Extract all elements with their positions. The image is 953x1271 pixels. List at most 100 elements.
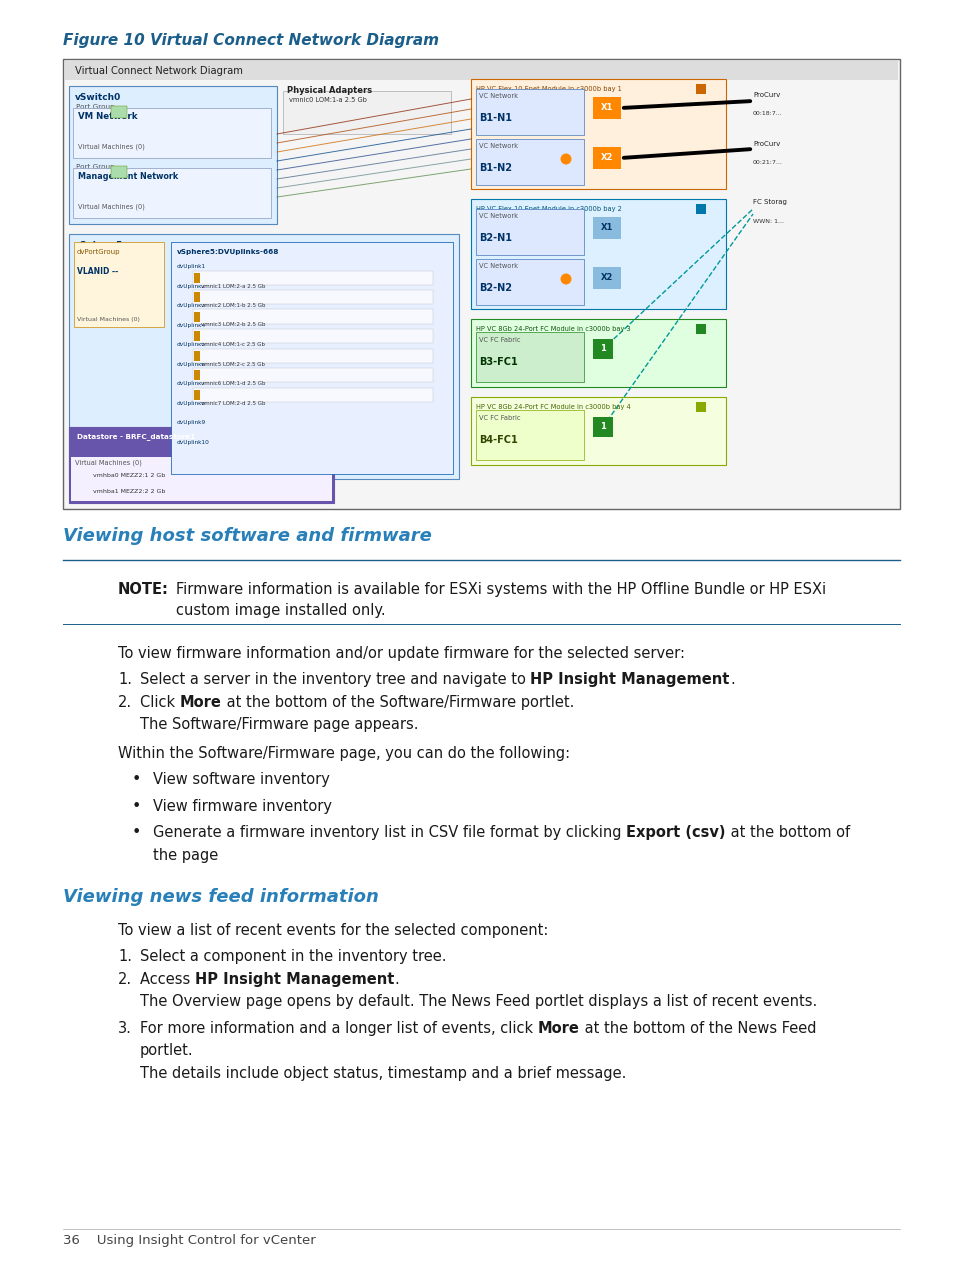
- Text: vmnic1 LOM:2-a 2.5 Gb: vmnic1 LOM:2-a 2.5 Gb: [201, 283, 265, 289]
- Text: Port Group: Port Group: [76, 164, 114, 170]
- Bar: [471, 79, 725, 189]
- Bar: [193, 310, 433, 324]
- Text: VC FC Fabric: VC FC Fabric: [478, 337, 520, 343]
- Text: Firmware information is available for ESXi systems with the HP Offline Bundle or: Firmware information is available for ES…: [175, 582, 825, 597]
- Text: at the bottom of the News Feed: at the bottom of the News Feed: [579, 1021, 815, 1036]
- Text: •: •: [132, 773, 141, 788]
- Text: 00:18:7...: 00:18:7...: [752, 111, 781, 116]
- Text: View firmware inventory: View firmware inventory: [152, 799, 332, 813]
- Bar: [476, 139, 583, 186]
- Bar: [193, 272, 200, 282]
- Text: HP VC 8Gb 24-Port FC Module in c3000b bay 4: HP VC 8Gb 24-Port FC Module in c3000b ba…: [476, 404, 630, 411]
- Bar: [593, 147, 620, 169]
- Text: Virtual Connect Network Diagram: Virtual Connect Network Diagram: [75, 66, 243, 75]
- Text: 1.: 1.: [118, 672, 132, 688]
- Text: The Software/Firmware page appears.: The Software/Firmware page appears.: [140, 718, 418, 732]
- Text: vmnic4 LOM:1-c 2.5 Gb: vmnic4 LOM:1-c 2.5 Gb: [201, 342, 265, 347]
- Bar: [111, 167, 127, 178]
- Text: To view firmware information and/or update firmware for the selected server:: To view firmware information and/or upda…: [118, 646, 684, 661]
- Text: HP VC 8Gb 24-Port FC Module in c3000b bay 3: HP VC 8Gb 24-Port FC Module in c3000b ba…: [476, 325, 630, 332]
- Text: dvUplink6: dvUplink6: [177, 361, 206, 366]
- Bar: [471, 397, 725, 465]
- Text: 36    Using Insight Control for vCenter: 36 Using Insight Control for vCenter: [63, 1234, 315, 1247]
- Text: More: More: [179, 695, 221, 710]
- Text: 00:21:7...: 00:21:7...: [752, 160, 782, 165]
- Bar: [193, 292, 200, 302]
- Bar: [71, 458, 332, 501]
- Text: dvUplink7: dvUplink7: [177, 381, 206, 386]
- Text: X2: X2: [600, 273, 613, 282]
- Text: 1: 1: [599, 344, 605, 353]
- Text: .: .: [394, 972, 398, 988]
- Text: vmnic6 LOM:1-d 2.5 Gb: vmnic6 LOM:1-d 2.5 Gb: [201, 381, 265, 386]
- Text: dvUplink5: dvUplink5: [177, 342, 206, 347]
- Text: 3.: 3.: [118, 1021, 132, 1036]
- Text: 1: 1: [599, 422, 605, 431]
- Bar: [696, 84, 705, 94]
- Bar: [593, 97, 620, 119]
- Text: Port Group: Port Group: [76, 104, 114, 111]
- Bar: [696, 402, 705, 412]
- Text: View software inventory: View software inventory: [152, 773, 330, 788]
- Text: FC Storag: FC Storag: [752, 200, 786, 205]
- Text: B2-N1: B2-N1: [478, 233, 512, 243]
- Text: Access: Access: [140, 972, 194, 988]
- Bar: [193, 388, 433, 402]
- Text: VC Network: VC Network: [478, 144, 517, 149]
- Text: Click: Click: [140, 695, 179, 710]
- Bar: [471, 319, 725, 386]
- Bar: [69, 427, 334, 503]
- Text: vmnic3 LOM:2-b 2.5 Gb: vmnic3 LOM:2-b 2.5 Gb: [201, 323, 265, 328]
- Text: B2-N2: B2-N2: [478, 283, 512, 294]
- Text: the page: the page: [152, 848, 218, 863]
- Text: VC Network: VC Network: [478, 93, 517, 99]
- Text: X1: X1: [600, 224, 613, 233]
- Text: Viewing host software and firmware: Viewing host software and firmware: [63, 527, 432, 545]
- Text: dvUplink1: dvUplink1: [177, 264, 206, 269]
- Text: 2.: 2.: [118, 972, 132, 988]
- Bar: [696, 324, 705, 334]
- Text: The details include object status, timestamp and a brief message.: The details include object status, times…: [140, 1066, 626, 1082]
- Bar: [476, 411, 583, 460]
- Bar: [283, 92, 451, 133]
- Bar: [73, 108, 271, 158]
- Bar: [193, 351, 200, 361]
- Text: X2: X2: [600, 154, 613, 163]
- Bar: [193, 311, 200, 322]
- Text: dvUplink3: dvUplink3: [177, 302, 206, 308]
- Bar: [593, 339, 613, 358]
- Text: vSphere5: vSphere5: [75, 241, 123, 250]
- Text: X1: X1: [600, 103, 613, 113]
- Bar: [593, 417, 613, 437]
- Text: For more information and a longer list of events, click: For more information and a longer list o…: [140, 1021, 537, 1036]
- Text: HP VC Flex-10 Enet Module in c3000b bay 1: HP VC Flex-10 Enet Module in c3000b bay …: [476, 86, 621, 92]
- Text: •: •: [132, 799, 141, 813]
- Bar: [69, 86, 276, 224]
- Text: Export (csv): Export (csv): [625, 825, 725, 840]
- Text: B4-FC1: B4-FC1: [478, 435, 517, 445]
- Bar: [69, 234, 458, 479]
- Text: VC Network: VC Network: [478, 263, 517, 269]
- Text: NOTE:: NOTE:: [118, 582, 169, 597]
- Text: dvUplink9: dvUplink9: [177, 419, 206, 425]
- Text: To view a list of recent events for the selected component:: To view a list of recent events for the …: [118, 923, 548, 938]
- Bar: [193, 370, 200, 380]
- Text: vSphere5:DVUplinks-668: vSphere5:DVUplinks-668: [177, 249, 279, 255]
- Bar: [63, 58, 899, 508]
- Circle shape: [560, 154, 571, 164]
- Text: vmnic7 LOM:2-d 2.5 Gb: vmnic7 LOM:2-d 2.5 Gb: [201, 400, 265, 405]
- Text: 2.: 2.: [118, 695, 132, 710]
- Text: More: More: [537, 1021, 579, 1036]
- Text: vmnic2 LOM:1-b 2.5 Gb: vmnic2 LOM:1-b 2.5 Gb: [201, 302, 265, 308]
- Text: Virtual Machines (0): Virtual Machines (0): [78, 144, 145, 150]
- Text: Within the Software/Firmware page, you can do the following:: Within the Software/Firmware page, you c…: [118, 746, 570, 761]
- Text: Viewing news feed information: Viewing news feed information: [63, 888, 378, 906]
- Text: WWN: 1...: WWN: 1...: [752, 219, 783, 224]
- Bar: [476, 332, 583, 383]
- Text: •: •: [132, 825, 141, 840]
- Bar: [476, 259, 583, 305]
- Text: Figure 10 Virtual Connect Network Diagram: Figure 10 Virtual Connect Network Diagra…: [63, 33, 438, 48]
- Text: VM Network: VM Network: [78, 112, 137, 121]
- Text: Virtual Machines (0): Virtual Machines (0): [75, 459, 142, 465]
- Text: Management Network: Management Network: [78, 172, 178, 180]
